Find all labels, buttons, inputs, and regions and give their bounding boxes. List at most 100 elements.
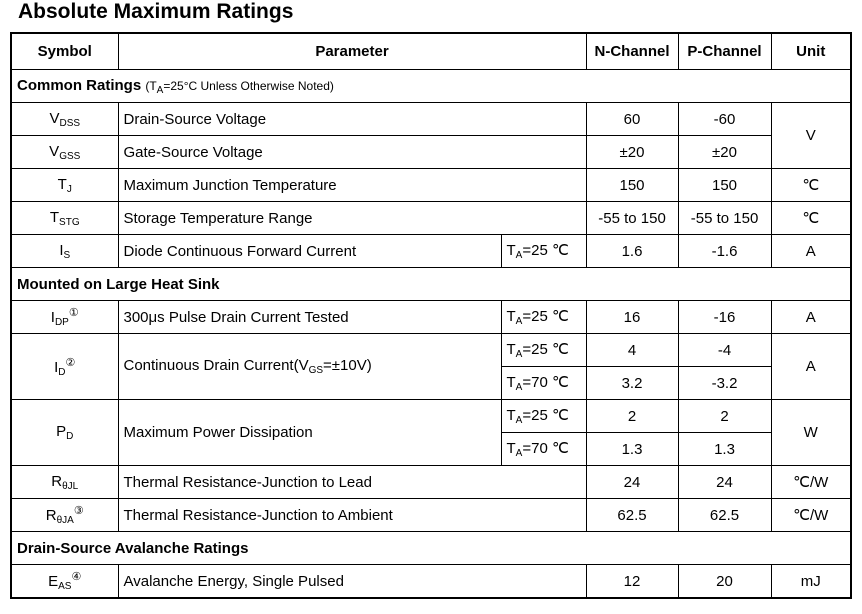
parameter-cell: Gate-Source Voltage [117,135,587,169]
p-channel-value: 62.5 [677,498,772,532]
symbol-cell: ID② [10,333,119,400]
data-row: RθJL Thermal Resistance-Junction to Lead 2… [10,465,852,499]
text: A [515,316,523,327]
symbol-cell: TSTG [10,201,119,235]
symbol-cell: VGSS [10,135,119,169]
symbol-cell: VDSS [10,102,119,136]
parameter-cell: Thermal Resistance-Junction to Ambient [117,498,587,532]
text: θJA [56,515,74,526]
symbol-cell: IDP① [10,300,119,334]
data-row: TJ Maximum Junction Temperature 150 150 ℃ [10,168,852,202]
unit-cell: ℃ [770,201,852,235]
data-row: VDSS Drain-Source Voltage 60 -60 V [10,102,852,169]
unit-cell: mJ [770,564,852,599]
symbol-cell: TJ [10,168,119,202]
parameter-cell: Maximum Power Dissipation [117,399,502,466]
ratings-table: Symbol Parameter N-Channel P-Channel Unit Com… [10,32,853,599]
symbol-cell: RθJL [10,465,119,499]
text: GS [308,365,324,376]
p-channel-value: -16 [677,300,772,334]
n-channel-value: -55 to 150 [585,201,679,235]
text: V [49,142,60,160]
text: A [515,448,523,459]
unit-cell: ℃/W [770,465,852,499]
text: Thermal Resistance-Junction to Lead [123,473,372,491]
n-channel-value: 60 [585,102,679,136]
p-channel-value: ±20 [677,135,772,169]
section-cell: Drain-Source Avalanche Ratings [10,531,852,565]
p-channel-value: -60 [677,102,772,136]
text: DSS [59,117,81,129]
data-row: IDP① 300μs Pulse Drain Current Tested TA=2… [10,300,852,334]
text: =25 ℃ [522,407,569,424]
text: Diode Continuous Forward Current [123,242,357,260]
n-channel-value: 1.3 [585,432,679,466]
unit-cell: A [770,333,852,400]
p-channel-value: -55 to 150 [677,201,772,235]
title: Absolute Maximum Ratings [18,0,294,23]
text: T [506,242,516,259]
text: D [66,431,74,442]
p-channel-value: 2 [677,399,772,433]
unit-cell: ℃/W [770,498,852,532]
text: V [49,109,60,127]
p-channel-value: 20 [677,564,772,599]
text: I [59,241,64,259]
p-channel-value: -3.2 [677,366,772,400]
text: D [58,366,66,378]
text: =70 ℃ [522,374,569,391]
p-channel-value: 150 [677,168,772,202]
text: Maximum Junction Temperature [123,176,337,194]
n-channel-value: 12 [585,564,679,599]
p-channel-value: -4 [677,333,772,367]
parameter-cell: 300μs Pulse Drain Current Tested [117,300,502,334]
data-row: TSTG Storage Temperature Range -55 to 150-… [10,201,852,235]
text: T [506,308,516,325]
text: T [506,407,516,424]
section-title: Common Ratings [17,76,142,94]
data-row: EAS④ Avalanche Energy, Single Pulsed 12 20 m… [10,564,852,599]
text: A [156,84,164,96]
n-channel-value: 3.2 [585,366,679,400]
p-channel-value: 1.3 [677,432,772,466]
text: 300μs Pulse Drain Current Tested [123,308,349,326]
parameter-cell: Thermal Resistance-Junction to Lead [117,465,587,499]
section-cell: Common Ratings (TA=25°C Unless Otherwise… [10,69,852,103]
condition-cell: TA=25 ℃ [500,300,587,334]
symbol-cell: IS [10,234,119,268]
section-row: Common Ratings (TA=25°C Unless Otherwise… [10,69,852,103]
text: Continuous Drain Current(V [123,357,309,374]
parameter-cell: Maximum Junction Temperature [117,168,587,202]
symbol-cell: PD [10,399,119,466]
text: J [66,183,72,195]
text: A [515,382,523,393]
data-row: TA=70 ℃ 3.2 -3.2 [11,366,851,400]
unit-cell: ℃ [770,168,852,202]
text: =25 ℃ [522,242,569,259]
text: S [63,249,71,261]
footnote-mark: ① [68,307,79,319]
text: T [506,341,516,358]
parameter-cell: Avalanche Energy, Single Pulsed [117,564,587,599]
parameter-cell: Diode Continuous Forward Current [117,234,502,268]
text: A [515,250,523,261]
n-channel-value: 4 [585,333,679,367]
parameter-cell: Continuous Drain Current(VGS=±10V) [117,333,502,400]
parameter-cell: Drain-Source Voltage [117,102,587,136]
header-cell: Parameter [117,32,587,70]
text: Storage Temperature Range [123,209,313,227]
n-channel-value: 150 [585,168,679,202]
text: I [50,309,55,326]
unit-cell: V [770,102,852,169]
section-note: (TA=25°C Unless Otherwise Noted) [145,79,334,96]
footnote-mark: ④ [71,571,82,583]
header-cell: Symbol [10,32,119,70]
p-channel-value: 24 [677,465,772,499]
table-body: Symbol Parameter N-Channel P-Channel Unit Com… [10,32,852,599]
condition-cell: TA=70 ℃ [500,432,587,466]
parameter-cell: Storage Temperature Range [117,201,587,235]
section-cell: Mounted on Large Heat Sink [10,267,852,301]
n-channel-value: ±20 [585,135,679,169]
condition-cell: TA=25 ℃ [500,234,587,268]
